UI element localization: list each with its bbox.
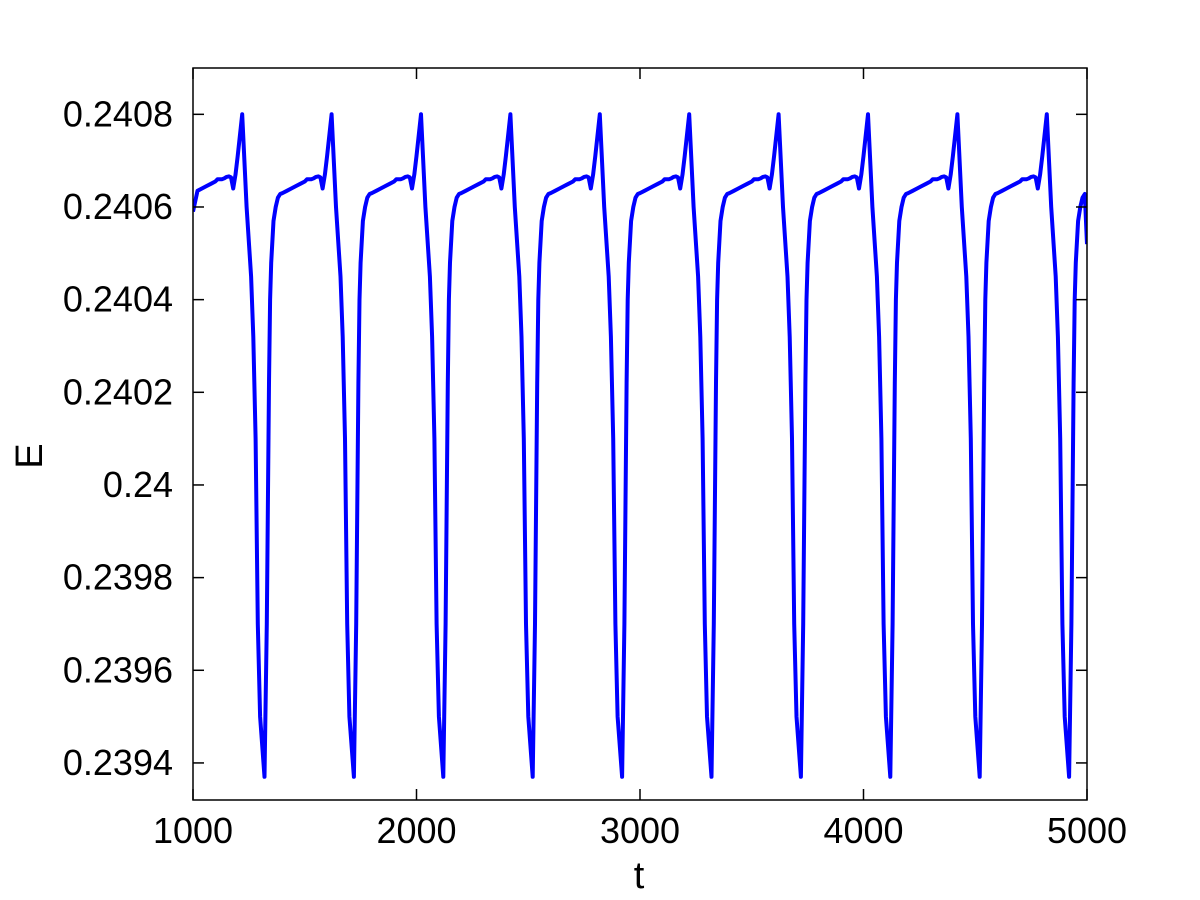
x-tick-label: 5000 [1047,810,1127,851]
y-axis-label: E [9,443,51,468]
x-tick-label: 3000 [600,810,680,851]
y-tick-label: 0.2402 [63,371,173,412]
y-tick-label: 0.2406 [63,186,173,227]
x-tick-label: 4000 [823,810,903,851]
axis-ticks [192,68,1088,800]
x-tick-label: 1000 [153,810,233,851]
y-tick-label: 0.2398 [63,557,173,598]
series-line [193,112,1087,779]
y-tick-label: 0.24 [103,464,173,505]
y-tick-label: 0.2408 [63,93,173,134]
y-tick-label: 0.2404 [63,279,173,320]
x-axis-label: t [634,855,645,897]
y-tick-label: 0.2396 [63,649,173,690]
x-tick-label: 2000 [376,810,456,851]
y-tick-label: 0.2394 [63,742,173,783]
tick-labels: 1000 2000 3000 4000 5000 0.2394 0.2396 0.2398 0.… [63,93,1127,851]
